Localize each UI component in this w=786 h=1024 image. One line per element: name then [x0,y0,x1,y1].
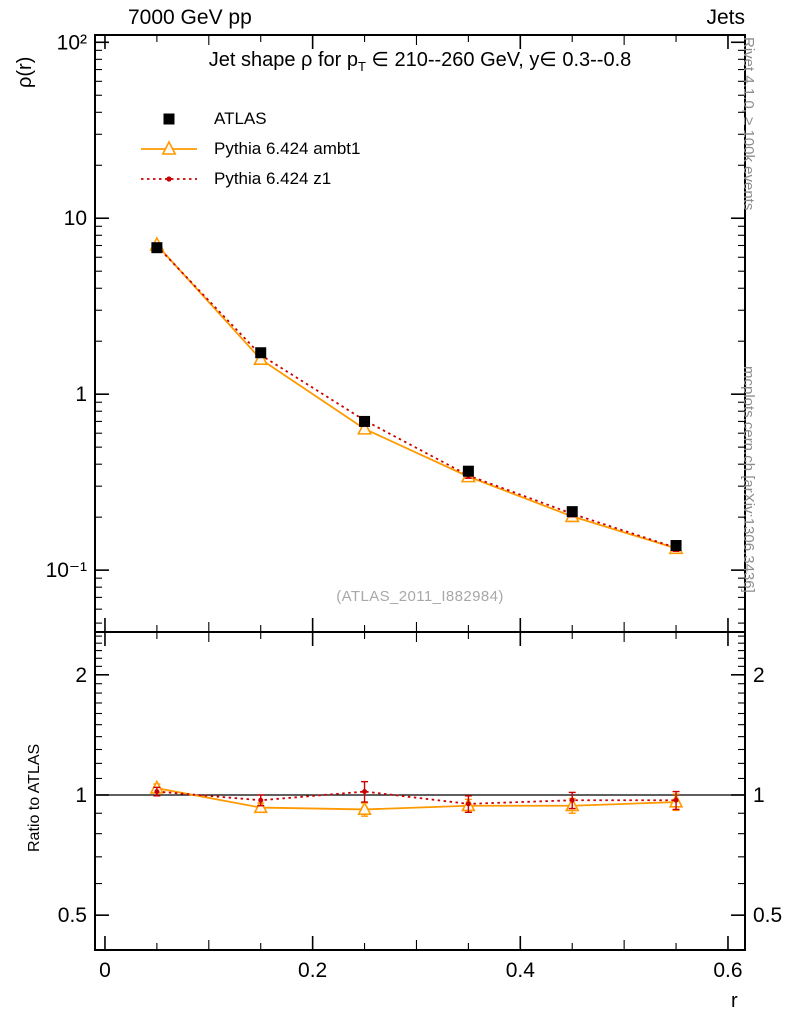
marker-square [566,506,578,518]
ratio-panel-frame [94,631,746,951]
tick-label-right: 0.5 [753,904,782,927]
marker-dot [166,176,172,182]
series-line-pythia-6-424-ambt1 [156,244,677,550]
marker-triangle-open [357,801,372,815]
marker-dot [465,801,471,807]
legend-label: Pythia 6.424 z1 [214,169,332,188]
legend: ATLAS Pythia 6.424 ambt1 Pythia 6.424 z1 [138,106,360,192]
tick-label: 10² [57,31,87,54]
marker-triangle-open [253,799,268,814]
plot-title-suffix: ∈ 210--260 GeV, y∈ 0.3--0.8 [365,49,632,71]
tick-label: 1 [75,784,87,807]
legend-item-pythia-ambt1: Pythia 6.424 ambt1 [138,136,360,162]
legend-item-pythia-z1: Pythia 6.424 z1 [138,166,360,192]
ratio-line-pythia-6-424-z1 [156,790,677,805]
marker-square [670,540,682,552]
marker-square [462,465,474,477]
legend-label: ATLAS [214,109,267,128]
tick-label: 0.4 [506,959,536,982]
tick-label-right: 2 [753,664,765,687]
marker-square [151,242,163,254]
marker-triangle-open [357,420,373,435]
legend-label: Pythia 6.424 ambt1 [214,139,361,158]
marker-square [359,415,371,427]
analysis-topic-label: Jets [706,6,745,29]
ratio-line-pythia-6-424-ambt1 [156,787,677,811]
x-axis-title: r [731,990,738,1012]
beam-energy-label: 7000 GeV pp [128,6,252,29]
marker-square [163,113,175,125]
tick-label: 0.5 [58,904,87,927]
y-axis-title: ρ(r) [14,56,36,88]
tick-label-right: 1 [753,784,765,807]
series-line-pythia-6-424-z1 [156,245,677,549]
tick-label: 0.2 [298,959,327,982]
legend-item-atlas: ATLAS [138,106,360,132]
rivet-version-label: Rivet 4.1.0, ≥ 100k events [740,37,757,211]
tick-label: 1 [75,383,87,406]
tick-label: 0 [99,959,111,982]
marker-dot [569,797,575,803]
analysis-id-watermark: (ATLAS_2011_I882984) [336,588,504,605]
marker-dot [673,797,679,803]
marker-dot [258,797,264,803]
legend-sample-atlas [163,113,175,125]
ratio-axis-title: Ratio to ATLAS [26,743,43,852]
marker-triangle-open [161,140,177,155]
tick-label: 10⁻¹ [46,559,87,582]
marker-dot [362,789,368,795]
legend-sample-pythia-z1 [141,176,197,182]
mcplots-arxiv-label: mcplots.cern.ch [arXiv:1306.3436] [740,366,757,593]
marker-square [255,347,267,359]
legend-sample-pythia-ambt1 [141,140,197,155]
plot-title-subscript: T [357,59,366,74]
tick-label: 0.6 [713,959,742,982]
plot-title-prefix: Jet shape ρ for p [208,49,358,71]
marker-dot [154,789,160,795]
tick-label: 10 [64,207,87,230]
tick-label: 2 [75,664,87,687]
plot-title: Jet shape ρ for pT ∈ 210--260 GeV, y∈ 0.… [100,47,740,74]
